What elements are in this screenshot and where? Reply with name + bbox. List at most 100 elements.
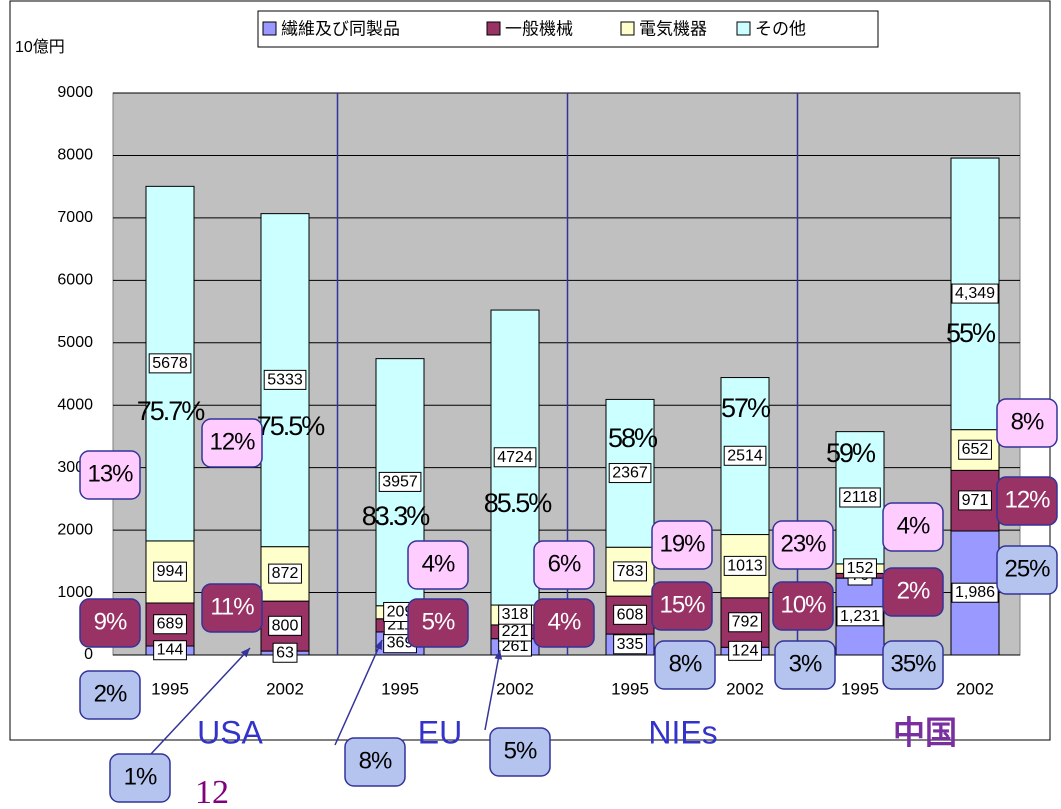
x-tick-label: 2002 [496,679,534,698]
value-label-text: 5333 [267,371,303,388]
share-label: 59% [826,438,876,468]
share-box [201,583,263,633]
share-box-label: 13% [87,460,133,487]
value-label-box [498,604,532,625]
share-box [882,567,944,617]
value-label-box [263,369,307,390]
y-tick-label: 8000 [57,147,93,164]
share-box-label: 2% [897,577,930,604]
value-label-text: 1013 [727,557,763,574]
value-label-text: 783 [617,563,644,580]
value-label-text: 209 [387,603,414,620]
value-label-text: 221 [502,623,529,640]
value-label-text: 318 [502,606,529,623]
share-box-label: 12% [209,428,255,455]
value-label: 608 [613,604,647,625]
x-tick-label: 2002 [956,679,994,698]
value-label: 783 [613,561,647,582]
share-box-label: 8% [359,747,392,774]
share-box [882,502,944,552]
value-label-text: 369 [387,635,414,652]
value-label: 2514 [723,445,767,466]
share-label: 83.3% [362,501,431,531]
share-box [774,640,836,690]
unit-label: 10億円 [15,38,65,56]
arrow-head [494,650,503,660]
y-tick-label: 2000 [57,521,93,538]
value-label-box [613,561,647,582]
share-box-label: 2% [94,680,127,707]
group-label: 中国 [893,714,957,750]
legend-label: 電気機器 [639,19,707,38]
value-label-text: 994 [157,563,184,580]
value-label-box [378,471,422,492]
legend-swatch [262,21,277,36]
value-label-box [839,487,881,508]
share-box-label: 3% [789,650,822,677]
value-label-box [836,606,884,627]
group-label: NIEs [648,714,717,750]
legend-label: 繊維及び同製品 [281,19,400,38]
share-box-label: 8% [669,650,702,677]
value-label-text: 63 [276,644,294,661]
share-box-label: 4% [548,608,581,635]
value-label: 652 [958,439,992,460]
x-tick-label: 2002 [266,679,304,698]
share-box-label: 5% [422,608,455,635]
share-box [651,581,713,631]
value-label: 2118 [839,487,881,508]
group-label: USA [197,714,263,750]
arrow [484,649,501,731]
y-tick-label: 9000 [57,84,93,101]
share-box [79,450,141,500]
value-label-box [153,640,187,661]
value-label: 63 [272,642,298,663]
share-box [996,398,1058,448]
value-label-box [613,604,647,625]
share-box [996,476,1058,526]
y-tick-label: 0 [84,646,93,663]
value-label-text: 800 [272,617,299,634]
value-label-text: 792 [732,614,759,631]
value-label: 971 [958,490,992,511]
share-box [772,520,834,570]
value-label-text: 2118 [843,489,878,506]
value-label-text: 608 [617,606,644,623]
share-label: 75.7% [137,396,206,426]
value-label-box [613,634,647,655]
y-tick-label: 4000 [57,396,93,413]
value-label-text: 261 [502,638,529,655]
share-box [651,520,713,570]
value-label: 1,231 [836,606,884,627]
value-label-text: 2367 [612,465,648,482]
value-label-box [493,447,537,468]
value-label: 689 [153,614,187,635]
share-box-label: 9% [94,608,127,635]
share-label: 75.5% [257,411,326,441]
value-label: 124 [728,640,762,661]
value-label: 792 [728,612,762,633]
y-tick-label: 6000 [57,272,93,289]
value-label-text: 689 [157,616,184,633]
value-label-text: 1,986 [955,584,995,601]
y-tick-label: 5000 [57,334,93,351]
value-label: 5678 [148,353,192,374]
x-tick-label: 1995 [381,679,419,698]
share-box [407,598,469,648]
group-label: EU [418,714,462,750]
share-box [79,670,141,720]
value-label-box [728,640,762,661]
share-box [79,598,141,648]
share-box-label: 5% [504,737,537,764]
share-box [407,540,469,590]
share-box [344,737,406,787]
share-box-label: 4% [422,550,455,577]
value-label-box [723,555,767,576]
value-label-box [843,558,877,579]
value-label-text: 4,349 [955,285,995,302]
value-label: 3957 [378,471,422,492]
share-label: 58% [608,423,658,453]
legend-swatch [620,21,635,36]
value-label: 261 [498,636,532,657]
